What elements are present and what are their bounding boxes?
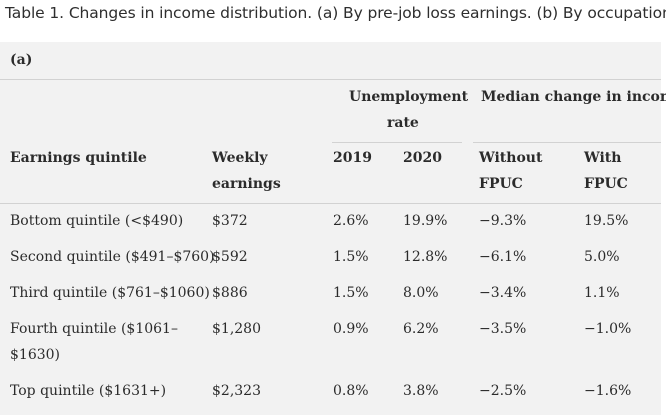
year-2019-header: 2019: [333, 150, 372, 166]
without-fpuc-cell: −2.5%: [479, 383, 527, 399]
rate-2020-cell: 12.8%: [403, 249, 448, 265]
median-change-header: Median change in income: [481, 89, 666, 105]
rate-2019-cell: 0.9%: [333, 321, 369, 337]
weekly-earnings-cell: $372: [212, 213, 248, 229]
header-bottom-divider: [0, 203, 661, 204]
without-fpuc-cell: −3.4%: [479, 285, 527, 301]
without-fpuc-cell: −3.5%: [479, 321, 527, 337]
weekly-earnings-cell: $1,280: [212, 321, 261, 337]
unemployment-group-divider: [332, 142, 462, 143]
weekly-earnings-cell: $2,323: [212, 383, 261, 399]
earnings-quintile-header: Earnings quintile: [10, 150, 147, 166]
unemployment-rate-header: Unemployment: [349, 89, 469, 105]
quintile-cell: Third quintile ($761–$1060): [10, 285, 210, 301]
rate-2020-cell: 6.2%: [403, 321, 439, 337]
header-top-divider: [0, 79, 661, 80]
year-2020-header: 2020: [403, 150, 442, 166]
with-fpuc-cell: 19.5%: [584, 213, 629, 229]
weekly-earnings-header-line2: earnings: [212, 176, 281, 192]
with-fpuc-header: With: [584, 150, 622, 166]
table-caption: Table 1. Changes in income distribution.…: [5, 4, 666, 22]
weekly-earnings-header: Weekly: [212, 150, 268, 166]
without-fpuc-header: Without: [479, 150, 543, 166]
weekly-earnings-cell: $886: [212, 285, 248, 301]
median-group-divider: [473, 142, 661, 143]
rate-2019-cell: 1.5%: [333, 285, 369, 301]
rate-2019-cell: 1.5%: [333, 249, 369, 265]
with-fpuc-cell: 5.0%: [584, 249, 620, 265]
with-fpuc-header-line2: FPUC: [584, 176, 628, 192]
with-fpuc-cell: 1.1%: [584, 285, 620, 301]
weekly-earnings-cell: $592: [212, 249, 248, 265]
quintile-cell: Bottom quintile (<$490): [10, 213, 184, 229]
quintile-cell-line2: $1630): [10, 347, 60, 363]
without-fpuc-cell: −9.3%: [479, 213, 527, 229]
quintile-cell: Top quintile ($1631+): [10, 383, 167, 399]
quintile-cell: Fourth quintile ($1061–: [10, 321, 178, 337]
without-fpuc-header-line2: FPUC: [479, 176, 523, 192]
unemployment-rate-header-line2: rate: [387, 115, 419, 131]
quintile-cell: Second quintile ($491–$760): [10, 249, 215, 265]
rate-2020-cell: 8.0%: [403, 285, 439, 301]
rate-2019-cell: 2.6%: [333, 213, 369, 229]
with-fpuc-cell: −1.6%: [584, 383, 632, 399]
rate-2020-cell: 19.9%: [403, 213, 448, 229]
with-fpuc-cell: −1.0%: [584, 321, 632, 337]
without-fpuc-cell: −6.1%: [479, 249, 527, 265]
rate-2019-cell: 0.8%: [333, 383, 369, 399]
table-part-label: (a): [10, 52, 33, 68]
rate-2020-cell: 3.8%: [403, 383, 439, 399]
table-panel: [0, 42, 661, 415]
